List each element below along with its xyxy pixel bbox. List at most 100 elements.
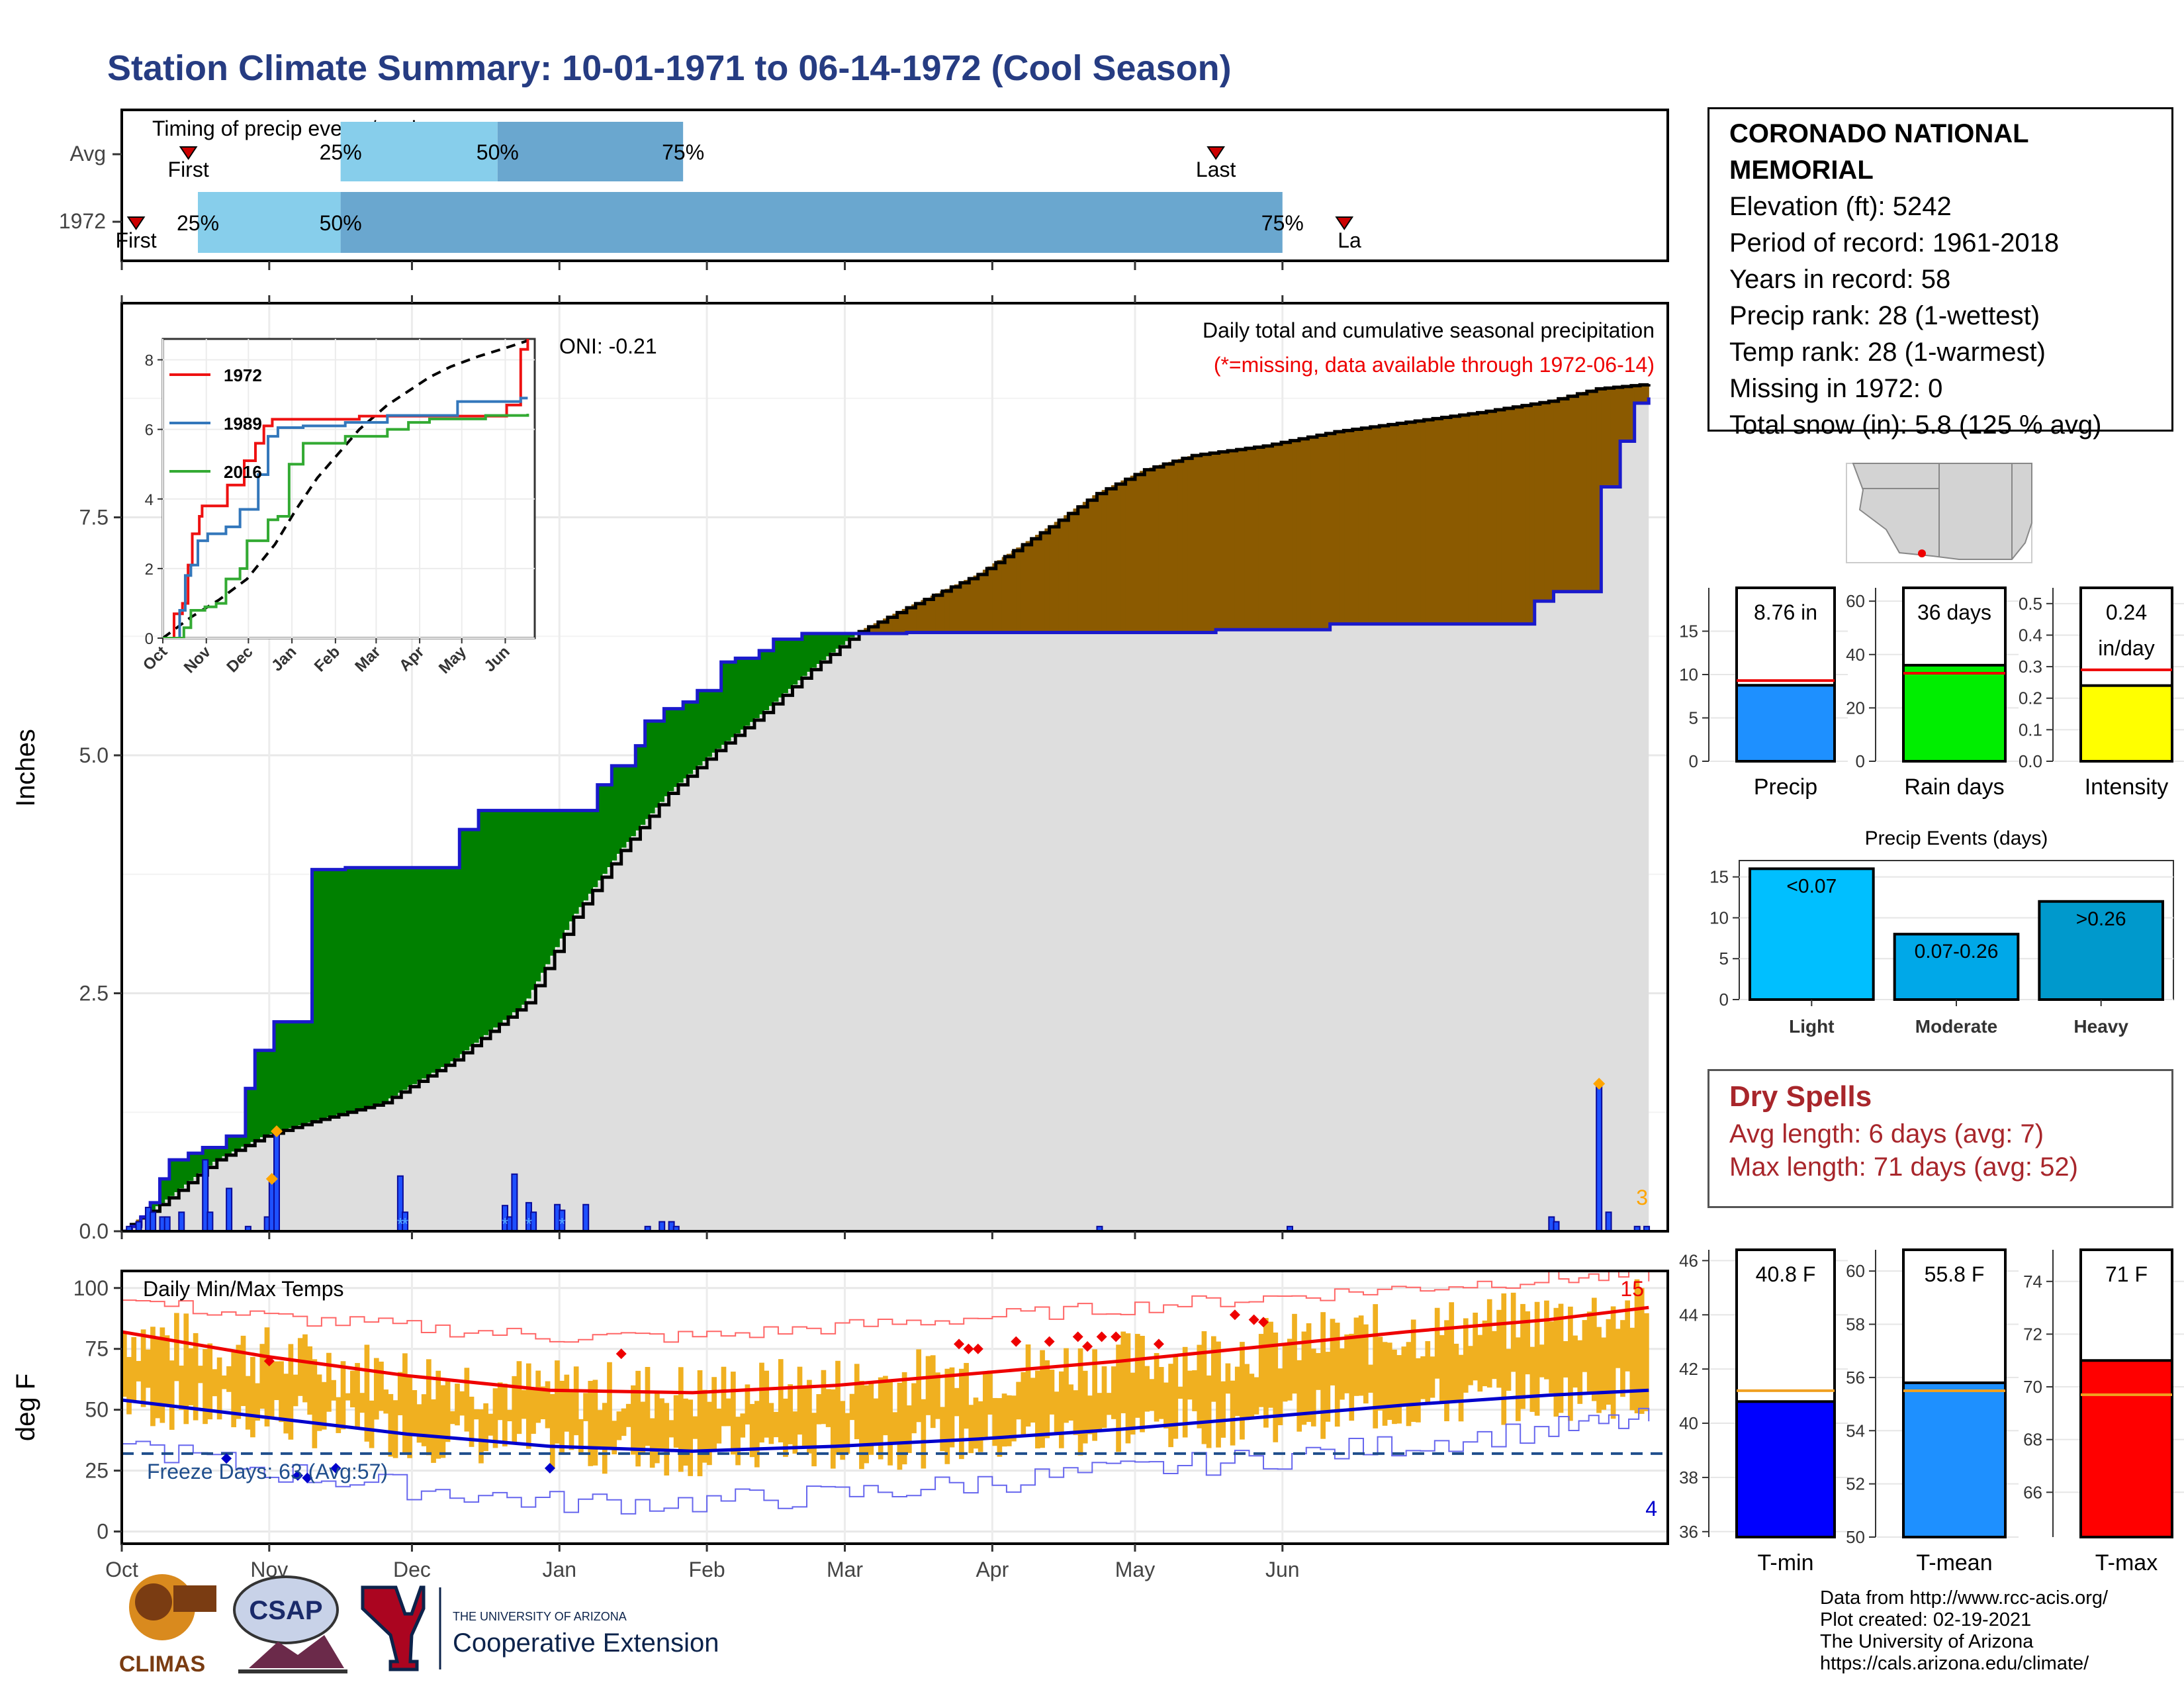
surplus-column — [697, 690, 703, 766]
daily-temp-bar — [164, 1335, 170, 1406]
daily-temp-bar — [807, 1380, 812, 1454]
surplus-column — [312, 869, 318, 1121]
tmin-stat-y-tick-label: 44 — [1679, 1305, 1698, 1325]
climas-logo-text: CLIMAS — [119, 1652, 205, 1677]
deficit-column — [1287, 440, 1293, 630]
precip-events-y-tick-label: 10 — [1709, 908, 1729, 927]
deficit-column — [1097, 492, 1103, 633]
daily-temp-bar — [1549, 1321, 1554, 1393]
inset-line-1972 — [163, 339, 529, 638]
deficit-column — [887, 616, 893, 633]
daily-precip-bar — [150, 1211, 157, 1231]
deficit-column — [1149, 467, 1155, 633]
surplus-column — [369, 867, 375, 1106]
daily-temp-bar — [625, 1403, 631, 1427]
timing-panel: Timing of precip events/totals Avg 1972 … — [59, 109, 1669, 270]
deficit-column — [916, 602, 922, 633]
daily-temp-bar — [825, 1389, 831, 1427]
surplus-column — [616, 765, 622, 854]
deficit-column — [1596, 389, 1602, 592]
surplus-column — [159, 1178, 165, 1203]
surplus-column — [497, 810, 503, 1024]
daily-temp-bar — [1044, 1360, 1050, 1438]
daily-temp-bar — [502, 1383, 508, 1447]
observed-cumulative-line — [122, 397, 1651, 1231]
deficit-column — [1525, 404, 1531, 624]
daily-temp-bar — [645, 1367, 651, 1446]
avg-max-line — [122, 1305, 1649, 1395]
daily-temp-bar — [1453, 1343, 1459, 1403]
surplus-column — [402, 867, 408, 1090]
surplus-column — [445, 867, 451, 1064]
daily-temp-bar — [1406, 1342, 1412, 1427]
deficit-column — [868, 626, 874, 633]
deficit-column — [1549, 400, 1555, 602]
daily-temp-bar — [388, 1393, 394, 1457]
surplus-column — [569, 810, 574, 921]
timing-1972-bar-50-75 — [340, 192, 1283, 253]
surplus-column — [203, 1147, 208, 1170]
daily-temp-bar — [673, 1395, 679, 1448]
tmin-stat-y-tick-label: 40 — [1679, 1413, 1698, 1433]
daily-temp-bar — [1301, 1331, 1307, 1425]
tmean-stat-bar — [1902, 1381, 2007, 1539]
intensity-stat-value-label: 0.24 — [2106, 600, 2147, 624]
intensity-stat-label: Intensity — [2085, 774, 2169, 800]
record-max-line — [122, 1271, 1650, 1343]
daily-temp-bar — [854, 1364, 860, 1440]
deficit-column — [1240, 449, 1245, 630]
deficit-column — [1120, 480, 1126, 633]
station-line: Temp rank: 28 (1-warmest) — [1729, 338, 2046, 367]
deficit-column — [1006, 553, 1012, 633]
station-location-marker — [1918, 549, 1926, 557]
daily-temp-bar — [1544, 1300, 1549, 1380]
daily-temp-bar — [1615, 1329, 1621, 1368]
daily-temp-bar — [1144, 1366, 1150, 1412]
daily-temp-bar — [297, 1338, 303, 1396]
surplus-column — [688, 702, 694, 774]
snow-marker: * — [502, 1214, 508, 1234]
daily-temp-bar — [1515, 1337, 1521, 1421]
surplus-column — [198, 1153, 203, 1174]
surplus-column — [183, 1160, 189, 1185]
surplus-column — [512, 810, 518, 1013]
daily-temp-bar — [569, 1390, 574, 1450]
daily-precip-bar — [672, 1225, 680, 1231]
inset-y-tick-label: 2 — [145, 561, 154, 579]
daily-temp-bar — [668, 1420, 674, 1438]
heavy-event-marker — [271, 1125, 283, 1138]
surplus-column — [673, 708, 679, 787]
daily-temp-range-bars — [122, 1279, 1649, 1477]
daily-temp-bar — [1187, 1370, 1193, 1400]
precip-axes: 0.0 2.5 5.0 7.5 — [79, 295, 1284, 1243]
deficit-column — [1101, 490, 1107, 633]
intensity-stat-y-tick-label: 0.5 — [2019, 594, 2042, 614]
surplus-column — [516, 810, 522, 1009]
daily-temp-bar — [801, 1385, 807, 1446]
daily-temp-bar — [959, 1368, 964, 1460]
daily-temp-bar — [336, 1397, 341, 1433]
credit-line: Plot created: 02-19-2021 — [1820, 1609, 2032, 1630]
surplus-column — [379, 867, 384, 1103]
deficit-column — [1268, 444, 1274, 630]
daily-temp-bar — [302, 1334, 308, 1403]
precip-events-bar-label: >0.26 — [2076, 908, 2126, 930]
daily-temp-bar — [788, 1384, 793, 1444]
daily-temp-bar — [1287, 1338, 1293, 1401]
deficit-column — [1273, 444, 1279, 630]
surplus-column — [525, 810, 531, 999]
surplus-column — [279, 1021, 284, 1131]
surplus-column — [255, 1050, 261, 1140]
rain-days-stat-value-label: 36 days — [1917, 600, 1991, 624]
daily-temp-bar — [516, 1361, 522, 1434]
deficit-column — [1016, 547, 1022, 633]
deficit-column — [964, 580, 970, 633]
precip-events-y-tick-label: 15 — [1709, 867, 1729, 887]
deficit-column — [1601, 388, 1607, 487]
precip-events-y-tick-label: 5 — [1719, 949, 1729, 968]
daily-temp-bar — [1049, 1370, 1055, 1415]
surplus-column — [588, 810, 594, 894]
snow-marker: * — [559, 1214, 565, 1234]
precip-y-tick-label: 5.0 — [79, 743, 109, 767]
surplus-column — [735, 658, 741, 733]
